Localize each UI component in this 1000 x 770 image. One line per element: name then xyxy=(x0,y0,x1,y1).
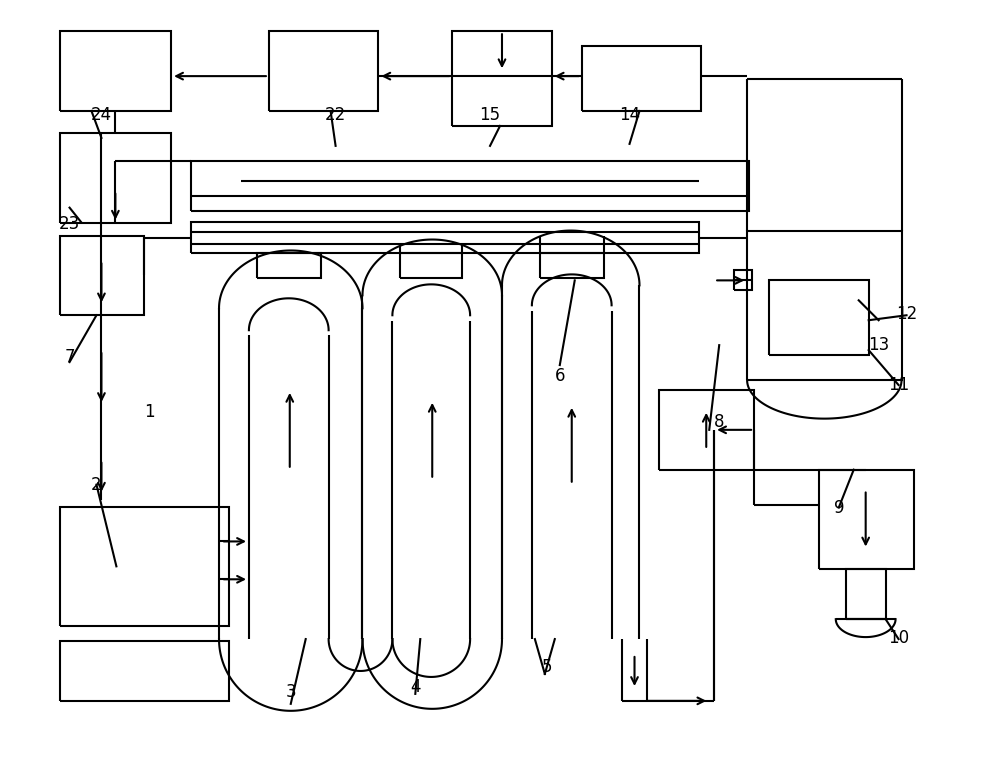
Text: 7: 7 xyxy=(64,347,75,366)
Text: 15: 15 xyxy=(479,106,501,124)
Text: 1: 1 xyxy=(144,403,155,421)
Text: 8: 8 xyxy=(714,413,724,431)
Text: 9: 9 xyxy=(834,499,844,517)
Text: 13: 13 xyxy=(868,336,889,354)
Text: 5: 5 xyxy=(542,658,552,676)
Text: 12: 12 xyxy=(896,306,917,323)
Text: 10: 10 xyxy=(888,629,909,647)
Text: 14: 14 xyxy=(619,106,640,124)
Text: 6: 6 xyxy=(555,367,565,385)
Text: 24: 24 xyxy=(91,106,112,124)
Text: 23: 23 xyxy=(59,215,80,233)
Text: 2: 2 xyxy=(91,476,102,494)
Text: 4: 4 xyxy=(410,678,421,695)
Text: 11: 11 xyxy=(888,376,909,394)
Text: 3: 3 xyxy=(285,683,296,701)
Text: 22: 22 xyxy=(325,106,346,124)
